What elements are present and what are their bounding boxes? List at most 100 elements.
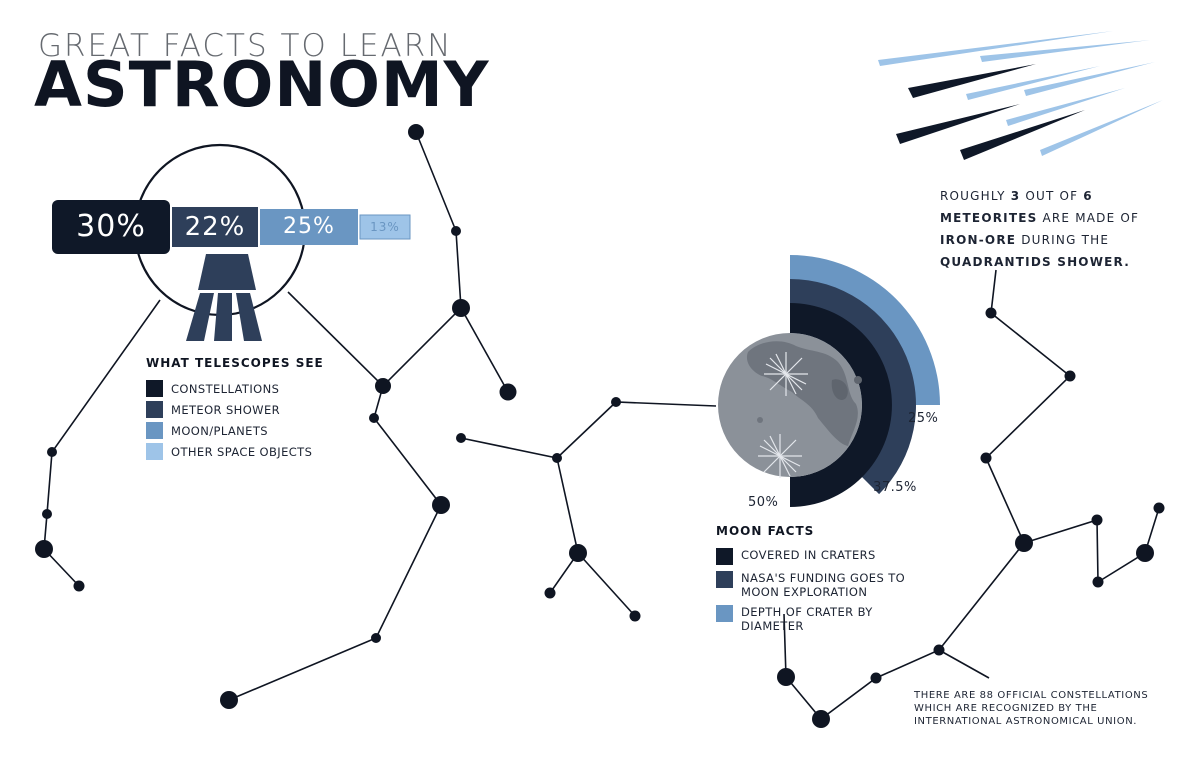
star: [1091, 514, 1103, 526]
star: [47, 447, 57, 457]
star: [42, 509, 52, 519]
legend-label: OTHER SPACE OBJECTS: [171, 444, 313, 459]
meteor-streak: [966, 66, 1100, 100]
moon-chart-label: 25%: [908, 411, 939, 426]
telescope-legend-item: CONSTELLATIONS: [146, 380, 366, 397]
legend-swatch: [716, 548, 733, 565]
legend-label: NASA'S FUNDING GOES TO MOON EXPLORATION: [741, 571, 906, 599]
meteorite-fact: ROUGHLY 3 OUT OF 6 METEORITES ARE MADE O…: [940, 185, 1170, 273]
meteorite-fact-count: 3: [1010, 189, 1021, 203]
moon-illustration: [718, 255, 940, 507]
telescope-bar-label: 30%: [76, 209, 146, 244]
telescope-legend-item: MOON/PLANETS: [146, 422, 366, 439]
star: [499, 383, 517, 401]
constellation-fact: THERE ARE 88 OFFICIAL CONSTELLATIONS WHI…: [914, 689, 1174, 728]
star: [1136, 544, 1154, 562]
telescope-legend-title: WHAT TELESCOPES SEE: [146, 356, 324, 370]
legend-swatch: [146, 422, 163, 439]
legend-label: COVERED IN CRATERS: [741, 548, 876, 562]
telescope-bar-label: 13%: [370, 220, 400, 234]
star: [375, 378, 391, 394]
meteor-streak: [1040, 100, 1163, 156]
star: [1092, 576, 1104, 588]
telescope-bar-label: 22%: [184, 212, 246, 242]
star: [980, 452, 992, 464]
legend-label: MOON/PLANETS: [171, 423, 268, 438]
telescope-leg: [214, 293, 232, 341]
moon-crater-rays: [758, 352, 808, 478]
meteor-streak: [1006, 88, 1125, 126]
star: [432, 496, 450, 514]
moon-crater: [757, 417, 763, 423]
star: [552, 453, 562, 463]
star: [452, 299, 470, 317]
star: [451, 226, 461, 236]
star: [544, 587, 556, 599]
moon-chart-label: 50%: [748, 495, 779, 510]
moon-legend: MOON FACTS COVERED IN CRATERS NASA'S FUND…: [716, 524, 956, 633]
star: [408, 124, 424, 140]
star: [569, 544, 587, 562]
meteor-streak: [878, 31, 1113, 66]
moon-legend-item: COVERED IN CRATERS: [716, 548, 956, 565]
telescope-leg: [186, 293, 214, 341]
meteor-streak: [960, 110, 1085, 160]
legend-label: METEOR SHOWER: [171, 402, 281, 417]
constellation-lines: [43, 131, 1160, 721]
moon-legend-item: NASA'S FUNDING GOES TO MOON EXPLORATION: [716, 571, 956, 599]
star: [1064, 370, 1076, 382]
star: [985, 307, 997, 319]
legend-swatch: [146, 380, 163, 397]
meteorite-fact-material: IRON-ORE: [940, 233, 1017, 247]
moon-chart-arc: [790, 303, 892, 507]
star: [456, 433, 466, 443]
moon-radial-chart: [790, 255, 940, 507]
telescope-bar-label: 25%: [283, 214, 335, 239]
legend-swatch: [716, 571, 733, 588]
moon-legend-title: MOON FACTS: [716, 524, 815, 538]
star: [35, 540, 53, 558]
moon-legend-item: DEPTH OF CRATER BY DIAMETER: [716, 605, 956, 633]
moon-crater: [854, 376, 862, 384]
page-title: ASTRONOMY: [34, 48, 490, 121]
star: [220, 691, 238, 709]
meteor-shower-illustration: [878, 31, 1163, 160]
constellation-fact-line1: THERE ARE 88 OFFICIAL CONSTELLATIONS: [914, 690, 1149, 701]
star: [812, 710, 830, 728]
moon-mare: [746, 341, 858, 446]
star: [611, 397, 621, 407]
star: [73, 580, 85, 592]
star: [629, 610, 641, 622]
telescope-legend-item: OTHER SPACE OBJECTS: [146, 443, 366, 460]
meteor-streak: [896, 104, 1020, 144]
telescope-mount: [198, 254, 256, 290]
moon-crater: [831, 379, 848, 400]
legend-label: CONSTELLATIONS: [171, 381, 280, 396]
meteorite-fact-shower: QUADRANTIDS SHOWER.: [940, 255, 1130, 269]
meteor-streak: [980, 40, 1150, 62]
moon-chart-label: 37.5%: [873, 480, 917, 496]
meteorite-fact-middle: OUT OF: [1025, 189, 1079, 203]
meteor-streak: [908, 64, 1036, 98]
telescope-bar-segment: [260, 209, 358, 245]
meteorite-fact-subject: METEORITES: [940, 211, 1038, 225]
telescope-legend: WHAT TELESCOPES SEE CONSTELLATIONS METEOR…: [146, 356, 366, 460]
star: [371, 633, 381, 643]
legend-label: DEPTH OF CRATER BY DIAMETER: [741, 605, 873, 633]
constellation-fact-line2: WHICH ARE RECOGNIZED BY THE: [914, 703, 1098, 714]
telescope-legend-item: METEOR SHOWER: [146, 401, 366, 418]
telescope-illustration: [52, 143, 411, 341]
meteorite-fact-total: 6: [1083, 189, 1093, 203]
telescope-bar-segment: [52, 200, 170, 254]
legend-swatch: [146, 401, 163, 418]
star: [870, 672, 882, 684]
constellation-stars: [35, 124, 1165, 728]
meteorite-fact-prefix: ROUGHLY: [940, 189, 1006, 203]
telescope-bar-segment: [359, 214, 411, 240]
meteorite-fact-line3: DURING THE: [1021, 233, 1110, 247]
star: [933, 644, 945, 656]
title-kicker: GREAT FACTS TO LEARN: [38, 28, 453, 64]
legend-swatch: [716, 605, 733, 622]
telescope-bar-chart: [52, 200, 411, 254]
